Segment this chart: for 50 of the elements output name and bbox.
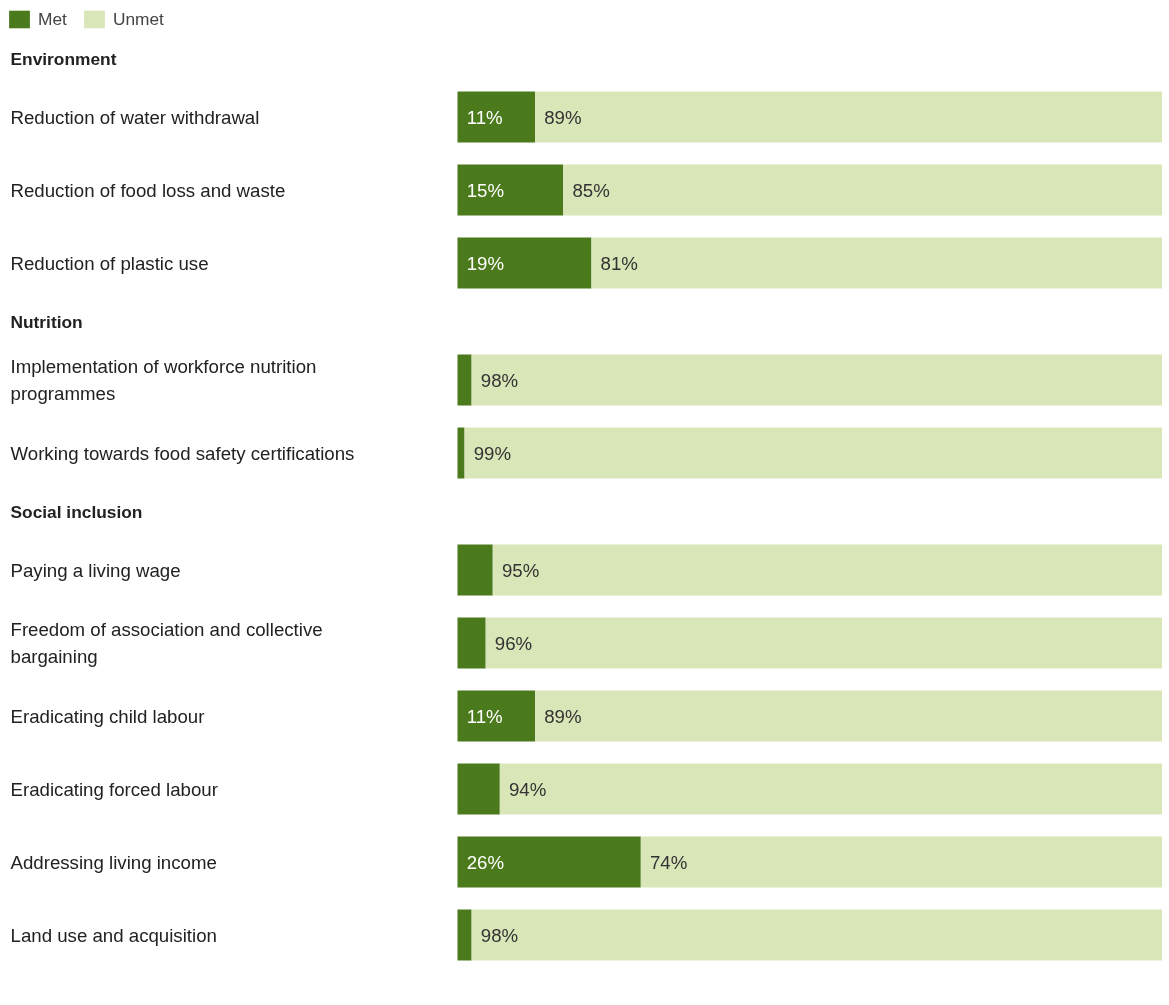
bar bbox=[457, 91, 536, 143]
y-tick-label: Paying a living wage bbox=[10, 559, 181, 581]
data-label: 89% bbox=[544, 705, 582, 727]
legend-label: Met bbox=[38, 8, 67, 30]
bar bbox=[640, 836, 1162, 888]
y-tick-label: Eradicating forced labour bbox=[10, 778, 218, 800]
legend-label: Unmet bbox=[112, 8, 164, 30]
data-label: 11% bbox=[466, 705, 503, 727]
data-label: 74% bbox=[649, 851, 688, 873]
bar bbox=[457, 763, 500, 815]
data-label: 99% bbox=[473, 442, 512, 464]
bar bbox=[591, 237, 1162, 289]
bar bbox=[499, 763, 1162, 815]
data-label: 95% bbox=[501, 559, 540, 581]
y-tick-label: Reduction of plastic use bbox=[10, 252, 209, 274]
bar bbox=[485, 617, 1162, 669]
data-label: 11% bbox=[466, 106, 503, 128]
data-label: 96% bbox=[494, 632, 533, 654]
data-label: 89% bbox=[544, 106, 582, 128]
bar bbox=[457, 164, 564, 216]
bar bbox=[492, 544, 1162, 596]
bar bbox=[457, 690, 536, 742]
bar bbox=[535, 91, 1162, 143]
y-tick-label: Reduction of water withdrawal bbox=[10, 106, 260, 128]
y-tick-label: Implementation of workforce nutrition programmes bbox=[10, 356, 317, 404]
y-tick-label: Working towards food safety certifications bbox=[10, 442, 355, 464]
data-label: 81% bbox=[600, 252, 638, 274]
bar bbox=[457, 909, 472, 961]
text: Nutrition bbox=[10, 311, 83, 332]
y-tick-label: Land use and acquisition bbox=[10, 924, 217, 946]
y-tick-label: Addressing living income bbox=[10, 851, 217, 873]
text: Environment bbox=[10, 48, 117, 69]
data-label: 26% bbox=[466, 851, 505, 873]
bar bbox=[457, 237, 592, 289]
data-label: 15% bbox=[466, 179, 505, 201]
data-label: 98% bbox=[480, 924, 519, 946]
bar bbox=[457, 617, 486, 669]
bar bbox=[563, 164, 1162, 216]
bar bbox=[535, 690, 1162, 742]
y-tick-label: Eradicating child labour bbox=[10, 705, 205, 727]
text: Social inclusion bbox=[10, 501, 143, 522]
data-label: 85% bbox=[572, 179, 610, 201]
data-label: 94% bbox=[508, 778, 547, 800]
bar bbox=[471, 909, 1162, 961]
bar bbox=[457, 544, 493, 596]
data-label: 19% bbox=[466, 252, 505, 274]
y-tick-label: Reduction of food loss and waste bbox=[10, 179, 286, 201]
bar bbox=[457, 836, 641, 888]
data-label: 98% bbox=[480, 369, 519, 391]
y-tick-label: Freedom of association and collective bargaining bbox=[10, 619, 323, 667]
